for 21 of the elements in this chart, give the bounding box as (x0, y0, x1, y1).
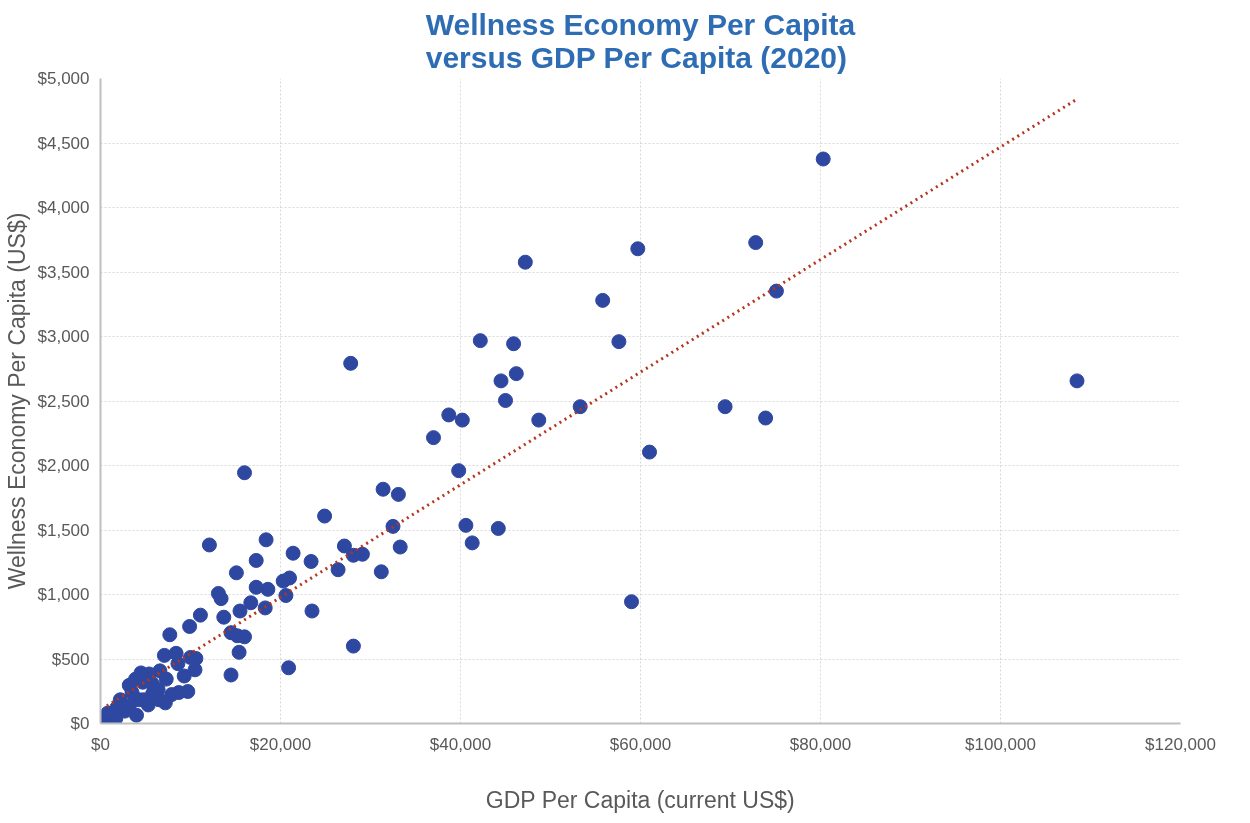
y-tick-label: $4,000 (37, 198, 90, 217)
x-tick-label: $60,000 (609, 734, 672, 754)
y-tick-label: $500 (51, 649, 90, 669)
y-tick-label: $3,000 (37, 327, 90, 346)
x-axis-title: GDP Per Capita (current US$) (485, 786, 795, 813)
x-tick-label: $20,000 (249, 734, 312, 754)
x-tick-label: $100,000 (965, 734, 1036, 754)
y-tick-label: $4,500 (37, 133, 90, 153)
x-tick-label: $120,000 (1145, 734, 1216, 754)
y-tick-label: $2,000 (37, 456, 90, 475)
y-tick-label: $1,000 (37, 585, 90, 604)
x-tick-label: $0 (91, 734, 110, 754)
y-tick-label: $3,500 (37, 262, 90, 282)
y-tick-label: $2,500 (37, 391, 90, 411)
y-tick-label: $1,500 (37, 520, 90, 540)
y-axis-title: Wellness Economy Per Capita (US$) (3, 212, 30, 590)
chart-title: Wellness Economy Per Capita versus GDP Per Capita (2020) (425, 7, 856, 74)
y-tick-label: $5,000 (37, 69, 90, 88)
x-tick-label: $40,000 (429, 734, 492, 754)
y-tick-label: $0 (70, 714, 90, 733)
x-tick-label: $80,000 (789, 734, 852, 754)
